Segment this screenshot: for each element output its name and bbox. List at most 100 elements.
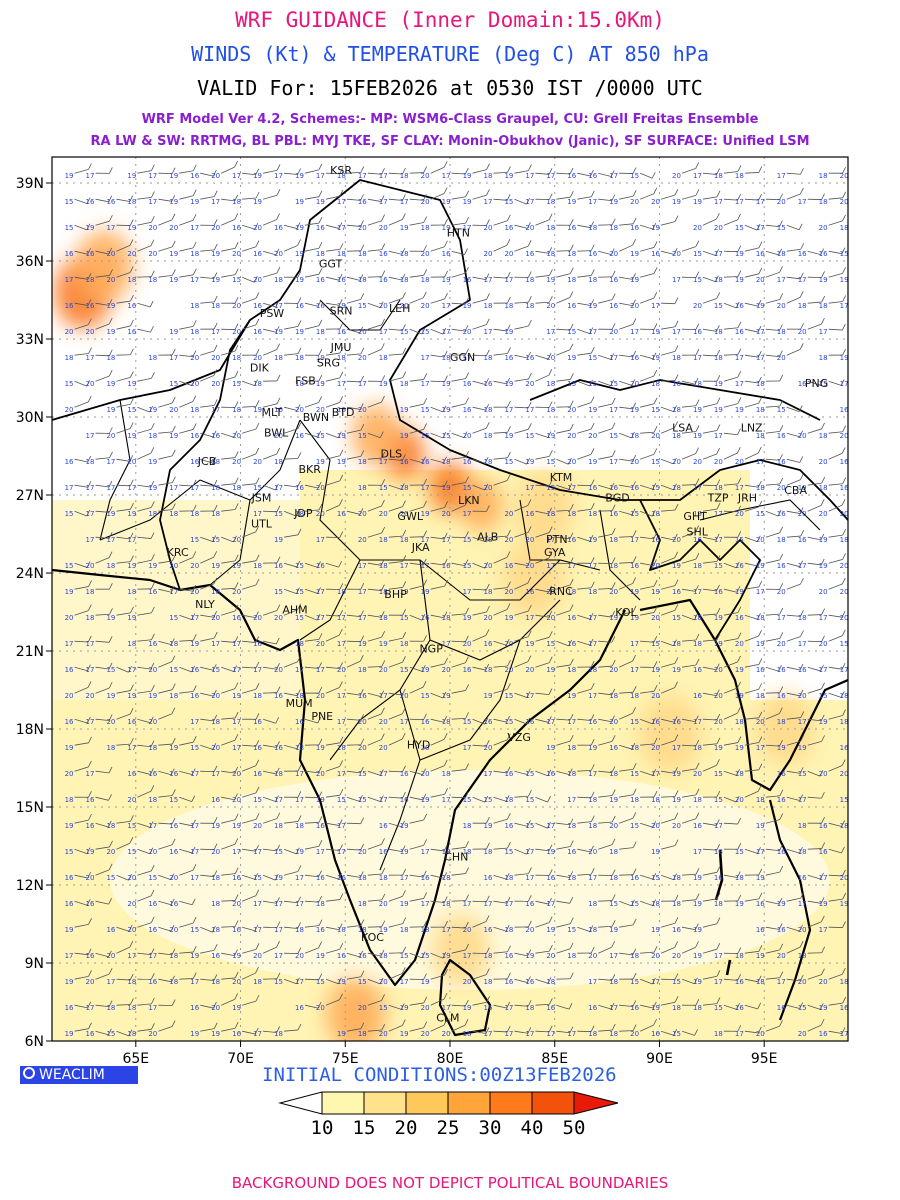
wind-speed-label: 17 <box>588 614 597 622</box>
wind-barb-staff <box>325 248 340 252</box>
wind-speed-label: 18 <box>295 640 304 648</box>
wind-speed-label: 18 <box>735 770 744 778</box>
wind-barb-staff <box>74 198 88 204</box>
wind-barb-staff <box>786 432 800 438</box>
wind-barb-staff <box>200 536 213 542</box>
wind-speed-label: 19 <box>169 276 178 284</box>
wind-barb-staff <box>388 297 403 304</box>
wind-barb-flag <box>737 397 742 404</box>
wind-speed-label: 19 <box>546 744 555 752</box>
wind-speed-label: 18 <box>693 562 702 570</box>
wind-speed-label: 18 <box>609 692 618 700</box>
wind-speed-label: 17 <box>756 588 765 596</box>
wind-barb-staff <box>388 692 403 696</box>
wind-barb-staff <box>179 325 194 330</box>
wind-barb-staff <box>639 172 653 179</box>
wind-barb-flag <box>297 655 301 662</box>
wind-barb-flag <box>507 426 511 433</box>
state-line-n <box>319 299 401 331</box>
wind-barb-staff <box>514 325 529 330</box>
wind-speed-label: 16 <box>127 718 136 726</box>
wind-barb-flag <box>757 325 762 333</box>
wind-barb-flag <box>108 662 113 670</box>
wind-speed-label: 17 <box>65 952 74 960</box>
wind-barb-flag <box>402 292 406 299</box>
wind-speed-label: 15 <box>609 432 618 440</box>
wind-speed-label: 19 <box>400 406 409 414</box>
wind-speed-label: 19 <box>148 692 157 700</box>
wind-barb-flag <box>444 218 448 226</box>
wind-speed-label: 17 <box>546 562 555 570</box>
wind-barb-flag <box>381 395 385 403</box>
wind-barb-staff <box>702 403 718 408</box>
station-ght: GHT <box>683 510 707 523</box>
wind-barb-staff <box>430 406 444 413</box>
wind-barb-staff <box>828 483 843 486</box>
wind-barb-flag <box>507 347 511 354</box>
wind-speed-label: 16 <box>190 432 199 440</box>
wind-barb-flag <box>109 583 113 590</box>
wind-speed-label: 19 <box>295 328 304 336</box>
wind-barb-flag <box>402 555 407 562</box>
wind-speed-label: 19 <box>651 328 660 336</box>
wind-speed-label: 17 <box>211 198 220 206</box>
wind-barb-staff <box>660 557 675 564</box>
wind-barb-staff <box>850 274 864 277</box>
wind-barb-staff <box>577 352 592 356</box>
wind-barb-flag <box>673 457 677 465</box>
wind-barb-staff <box>765 224 780 228</box>
wind-barb-staff <box>640 247 655 252</box>
wind-barb-flag <box>569 167 574 175</box>
wind-barb-staff <box>514 582 529 590</box>
wind-barb-flag <box>129 455 134 462</box>
wind-speed-label: 17 <box>525 614 534 622</box>
wind-speed-label: 17 <box>777 978 786 986</box>
wind-speed-label: 15 <box>735 848 744 856</box>
wind-barb-staff <box>514 505 529 512</box>
station-lkn: LKN <box>458 494 480 507</box>
wind-speed-label: 15 <box>190 536 199 544</box>
wind-barb-flag <box>339 499 343 506</box>
wind-speed-label: 16 <box>274 744 283 752</box>
wind-barb-flag <box>150 239 155 246</box>
wind-speed-label: 15 <box>211 666 220 674</box>
wind-barb-flag <box>716 424 721 431</box>
wind-speed-label: 17 <box>693 718 702 726</box>
wind-barb-flag <box>485 378 489 385</box>
wind-barb-staff <box>786 583 801 590</box>
wind-barb-flag <box>87 604 92 611</box>
wind-barb-flag <box>800 187 804 195</box>
wind-barb-staff <box>74 401 89 408</box>
wind-speed-label: 18 <box>400 172 409 180</box>
wind-barb-flag <box>610 353 615 360</box>
wind-speed-label: 17 <box>442 536 451 544</box>
wind-barb-flag <box>87 273 92 280</box>
wind-barb-flag <box>528 164 532 171</box>
wind-barb-staff <box>200 249 215 252</box>
wind-barb-flag <box>380 559 385 566</box>
wind-barb-staff <box>388 377 403 382</box>
wind-speed-label: 17 <box>421 380 430 388</box>
wind-barb-staff <box>346 328 360 334</box>
wind-barb-staff <box>304 614 318 621</box>
wind-speed-label: 19 <box>400 1030 409 1038</box>
wind-speed-label: 17 <box>777 172 786 180</box>
wind-speed-label: 18 <box>588 276 597 284</box>
wind-barb-flag <box>737 213 741 221</box>
wind-barb-flag <box>86 561 91 568</box>
wind-speed-label: 16 <box>65 900 74 908</box>
wind-barb-flag <box>464 298 469 305</box>
wind-speed-label: 17 <box>316 614 325 622</box>
wind-speed-label: 20 <box>400 692 409 700</box>
wind-barb-staff <box>346 198 361 201</box>
wind-speed-label: 20 <box>127 796 136 804</box>
wind-speed-label: 19 <box>148 406 157 414</box>
station-leh: LEH <box>389 302 410 315</box>
wind-barb-flag <box>233 431 238 438</box>
wind-barb-flag <box>318 216 323 224</box>
wind-speed-label: 17 <box>127 536 136 544</box>
wind-barb-staff <box>556 458 569 465</box>
wind-speed-label: 18 <box>777 718 786 726</box>
wind-speed-label: 17 <box>190 770 199 778</box>
wind-barb-flag <box>507 166 511 173</box>
